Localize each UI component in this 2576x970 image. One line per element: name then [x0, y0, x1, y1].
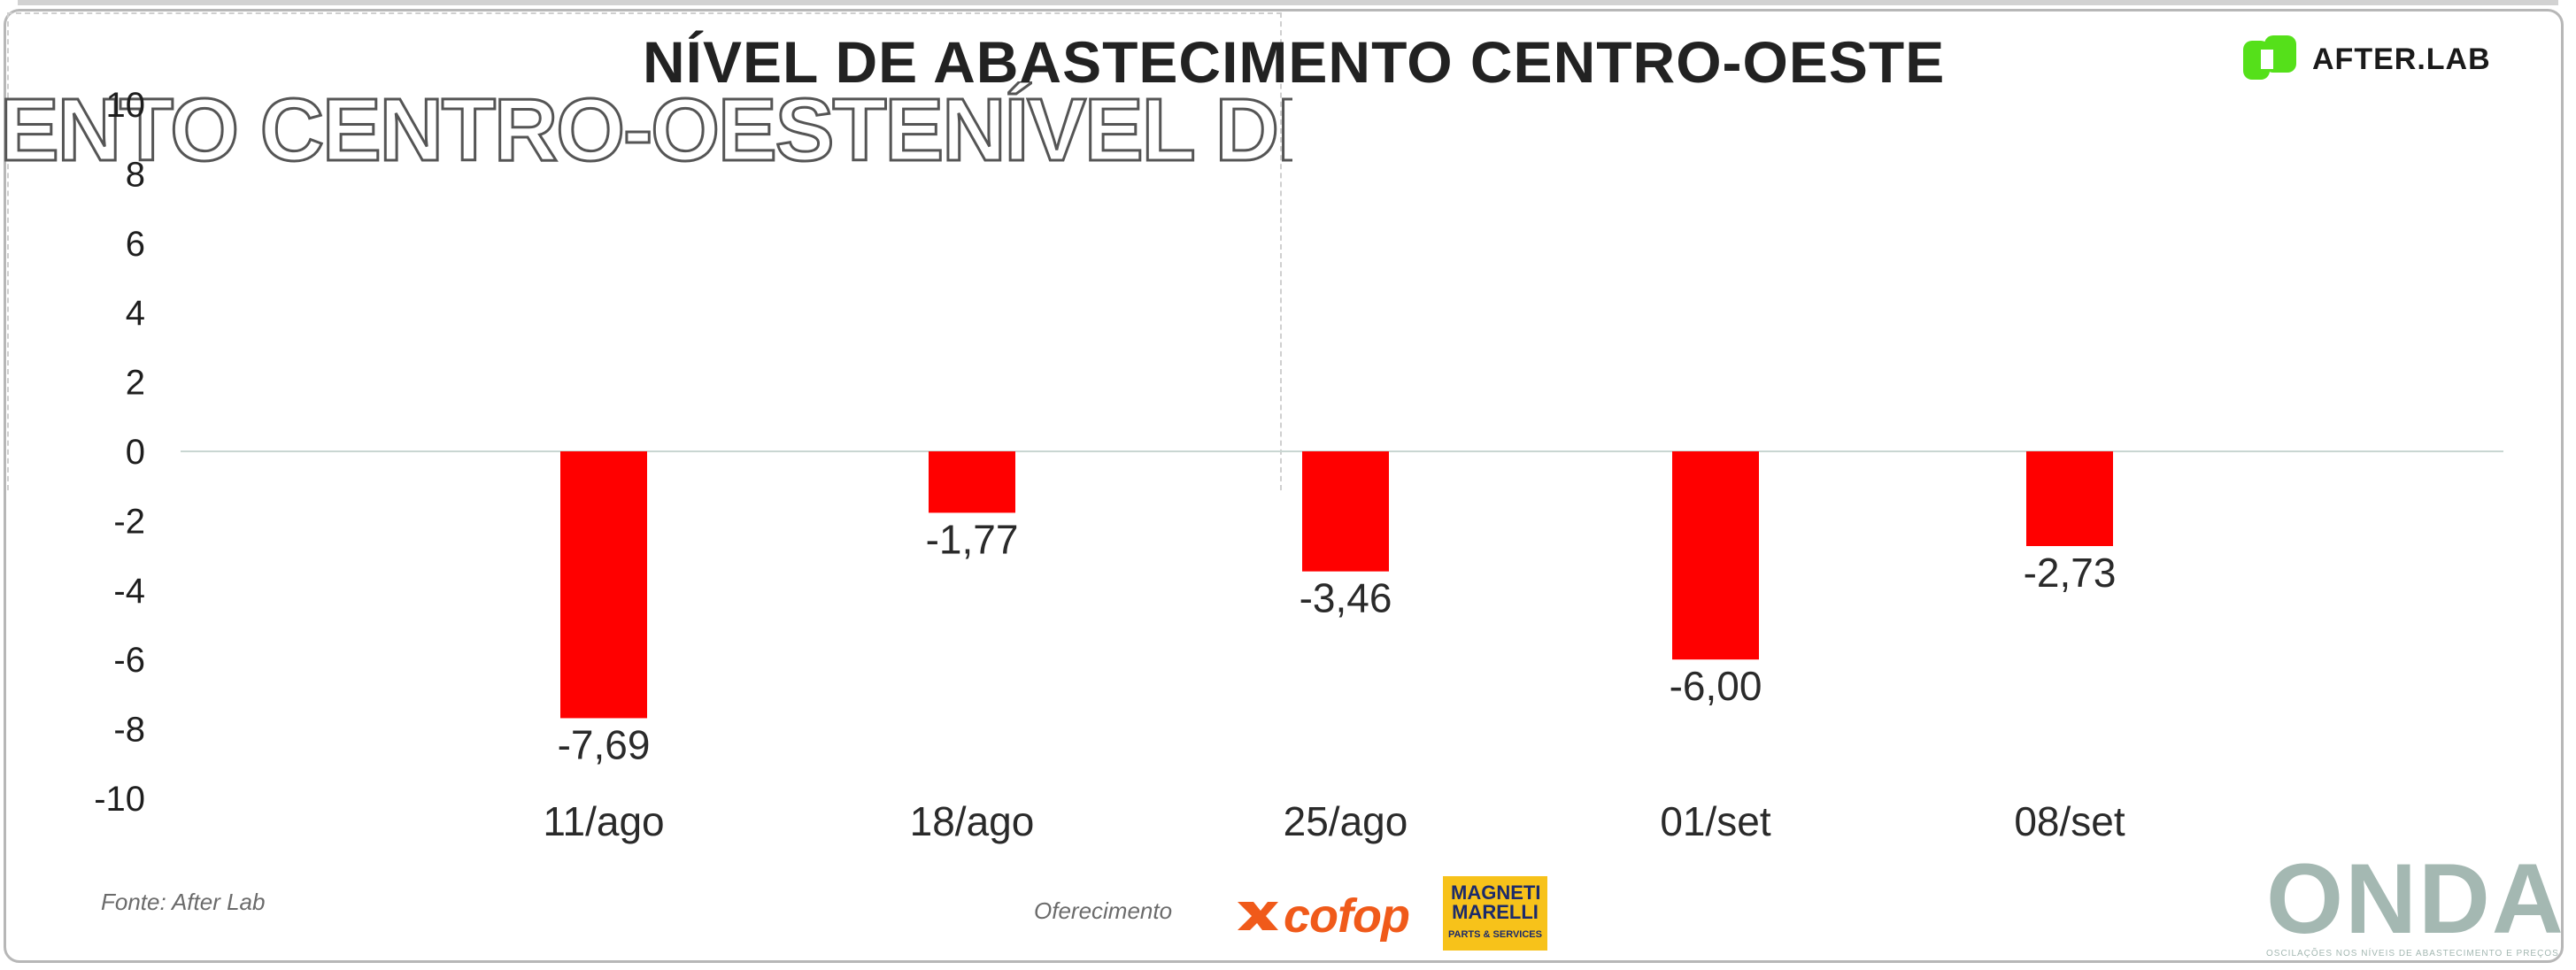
afterlab-logo-icon: [2243, 35, 2296, 80]
onda-logo: ONDA OSCILAÇÕES NOS NÍVEIS DE ABASTECIME…: [2266, 843, 2565, 959]
ghost-title-overlay: ENTO CENTRO-OESTENÍVEL DE ABASTECIM: [0, 81, 1292, 179]
bar-value-label: -2,73: [2024, 550, 2117, 596]
sponsor-caption: Oferecimento: [1034, 897, 1173, 924]
y-tick-label: 6: [126, 225, 145, 264]
x-tick-label: 25/ago: [1284, 798, 1408, 844]
bar-value-label: -7,69: [558, 721, 651, 767]
x-axis-labels: 11/ago 18/ago 25/ago 01/set 08/set: [543, 798, 2125, 844]
bar: [1672, 451, 1759, 660]
bar: [560, 451, 647, 719]
y-tick-label: 8: [126, 155, 145, 194]
magneti-marelli-label: MAGNETI MARELLI: [1451, 881, 1541, 923]
y-tick-label: -6: [113, 641, 145, 680]
cofop-logo-icon: [1238, 902, 1278, 930]
x-tick-label: 18/ago: [910, 798, 1035, 844]
magneti-marelli-logo: MAGNETI MARELLI PARTS & SERVICES: [1443, 876, 1547, 951]
top-border-line: [18, 0, 2558, 5]
y-tick-label: 4: [126, 294, 145, 333]
y-tick-label: -8: [113, 711, 145, 750]
y-tick-label: -10: [94, 780, 145, 819]
bar: [2026, 451, 2113, 547]
value-labels-group: -7,69 -1,77 -3,46 -6,00 -2,73: [558, 516, 2117, 767]
y-tick-label: 2: [126, 364, 145, 403]
afterlab-brand: AFTER.LAB: [2241, 32, 2491, 87]
y-tick-label: -2: [113, 502, 145, 541]
onda-subtitle: OSCILAÇÕES NOS NÍVEIS DE ABASTECIMENTO E…: [2266, 949, 2559, 958]
cofop-label: cofop: [1284, 889, 1410, 943]
chart-title: NÍVEL DE ABASTECIMENTO CENTRO-OESTE: [643, 29, 1946, 95]
x-tick-label: 08/set: [2014, 798, 2125, 844]
bar-value-label: -6,00: [1670, 663, 1762, 709]
ghost-selection-box: [7, 12, 1282, 490]
source-note: Fonte: After Lab: [101, 889, 266, 915]
x-tick-label: 11/ago: [543, 798, 664, 844]
y-tick-label: 10: [106, 86, 146, 125]
bar: [929, 451, 1015, 513]
afterlab-brand-label: AFTER.LAB: [2312, 42, 2491, 76]
bars-group: [560, 451, 2113, 719]
magneti-marelli-sub: PARTS & SERVICES: [1448, 929, 1542, 940]
bar: [1302, 451, 1389, 572]
onda-label: ONDA: [2266, 843, 2565, 954]
bar-value-label: -3,46: [1300, 575, 1392, 621]
y-axis-ticks: 10 8 6 4 2 0 -2 -4 -6 -8 -10: [94, 86, 145, 819]
x-tick-label: 01/set: [1660, 798, 1771, 844]
bar-value-label: -1,77: [926, 516, 1019, 562]
y-tick-label: 0: [126, 433, 145, 472]
y-tick-label: -4: [113, 572, 145, 611]
chart-frame: [4, 9, 2564, 963]
cofop-logo: cofop: [1234, 889, 1410, 943]
